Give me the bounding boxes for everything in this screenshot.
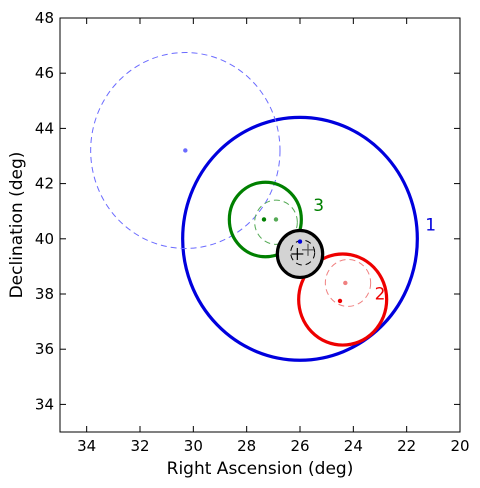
point-3 — [261, 217, 267, 222]
y-tick-label-4: 42 — [35, 175, 54, 193]
point-2 — [343, 280, 348, 286]
annotation-label-3: 3 — [313, 196, 324, 216]
y-tick-label-2: 38 — [35, 285, 54, 303]
circle-c3d — [254, 199, 298, 245]
x-tick-label-4: 26 — [290, 437, 309, 455]
x-tick-label-5: 24 — [344, 437, 363, 455]
x-tick-label-6: 22 — [397, 437, 416, 455]
y-axis-ticks: 34 36 38 40 42 44 46 48 — [35, 9, 460, 413]
x-tick-label-0: 34 — [77, 437, 96, 455]
plot-content — [90, 51, 419, 362]
y-tick-label-0: 34 — [35, 395, 54, 413]
circle-c0d — [290, 239, 316, 266]
point-0 — [183, 148, 188, 153]
y-axis-label: Declination (deg) — [7, 152, 27, 299]
y-tick-label-5: 44 — [35, 119, 54, 137]
circle-c1 — [181, 115, 419, 362]
circle-c2d — [324, 259, 372, 307]
annotation-label-2: 2 — [375, 285, 386, 305]
circle-c3 — [227, 180, 303, 259]
point-5 — [297, 239, 303, 244]
x-tick-label-3: 28 — [237, 437, 256, 455]
circle-c1d — [90, 51, 281, 249]
y-tick-label-1: 36 — [35, 340, 54, 358]
x-tick-label-2: 30 — [184, 437, 203, 455]
circle-annotations: 1 2 3 — [313, 196, 436, 304]
x-axis-label: Right Ascension (deg) — [167, 459, 354, 479]
annotation-label-1: 1 — [425, 216, 436, 236]
plot-frame — [59, 17, 461, 433]
cross-marker-0 — [291, 247, 304, 260]
x-axis-ticks: 34 32 30 28 26 24 22 20 — [77, 18, 470, 455]
circle-c2 — [297, 252, 389, 347]
y-tick-label-6: 46 — [35, 64, 54, 82]
cross-marker-1 — [302, 243, 314, 256]
x-tick-label-7: 20 — [450, 437, 469, 455]
y-tick-label-7: 48 — [35, 9, 54, 27]
x-tick-label-1: 32 — [130, 437, 149, 455]
point-4 — [273, 217, 279, 222]
point-1 — [337, 298, 343, 304]
y-tick-label-3: 40 — [35, 230, 54, 248]
